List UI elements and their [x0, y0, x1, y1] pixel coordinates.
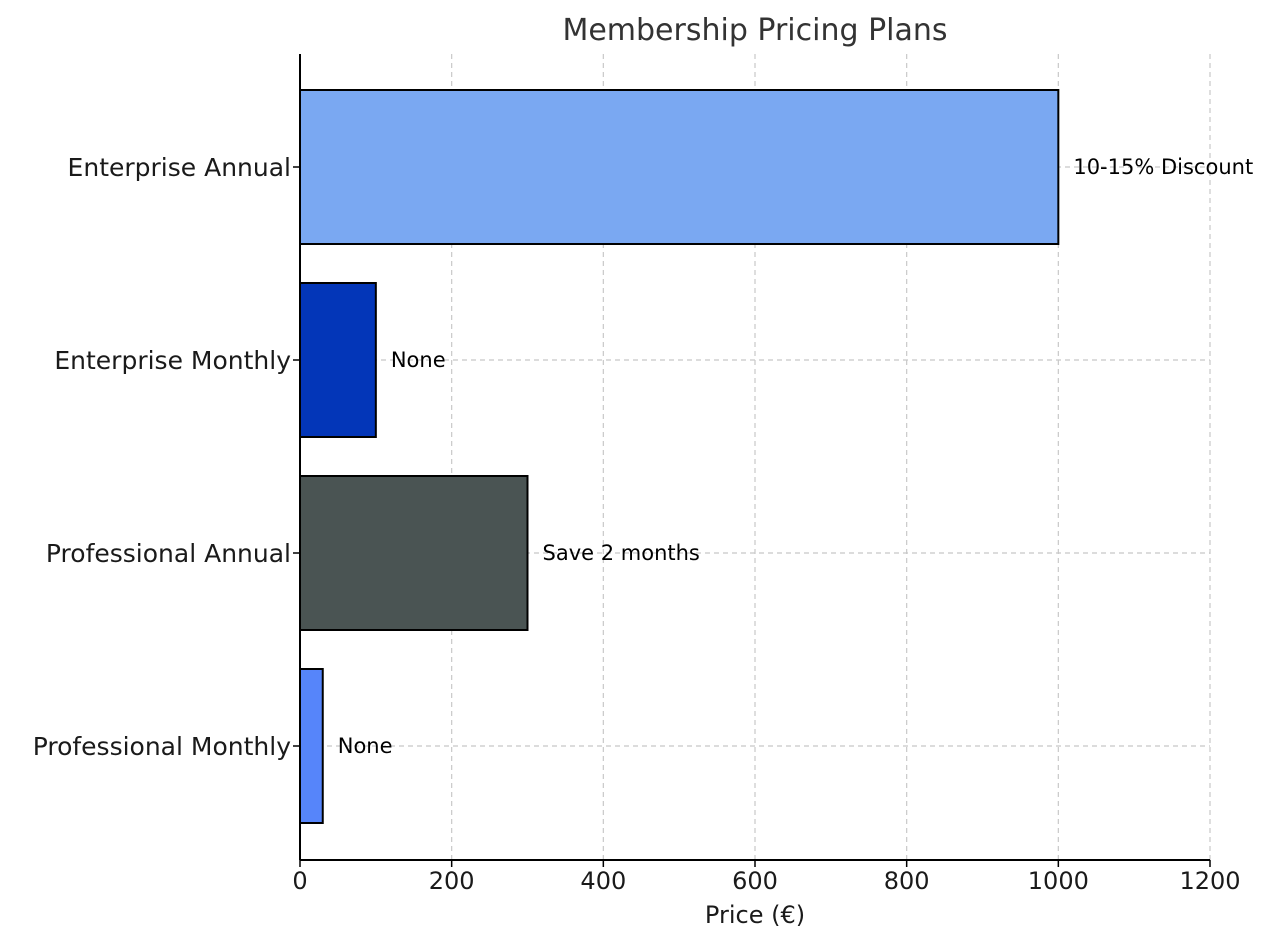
x-tick-label: 0	[292, 867, 307, 895]
category-label: Professional Annual	[46, 539, 291, 568]
category-labels: Enterprise Annual Enterprise Monthly Profe…	[33, 153, 300, 761]
x-tick-label: 800	[884, 867, 930, 895]
data-labels: 10-15% Discount None Save 2 months None	[338, 155, 1253, 758]
data-label: None	[338, 734, 393, 758]
x-ticks: 0 200 400 600 800 1000 1200	[292, 860, 1241, 895]
x-axis-label: Price (€)	[705, 901, 805, 929]
x-tick-label: 600	[732, 867, 778, 895]
x-tick-label: 400	[580, 867, 626, 895]
bars	[299, 89, 1060, 824]
bar	[299, 89, 1060, 245]
x-tick-label: 1000	[1028, 867, 1089, 895]
category-label: Enterprise Annual	[68, 153, 291, 182]
data-label: None	[391, 348, 446, 372]
category-label: Professional Monthly	[33, 732, 291, 761]
bar	[299, 282, 377, 438]
x-tick-label: 1200	[1179, 867, 1240, 895]
x-tick-label: 200	[429, 867, 475, 895]
chart-title: Membership Pricing Plans	[562, 13, 947, 48]
bar	[299, 668, 324, 824]
data-label: 10-15% Discount	[1073, 155, 1253, 179]
bar	[299, 475, 529, 631]
category-label: Enterprise Monthly	[54, 346, 291, 375]
data-label: Save 2 months	[543, 541, 700, 565]
